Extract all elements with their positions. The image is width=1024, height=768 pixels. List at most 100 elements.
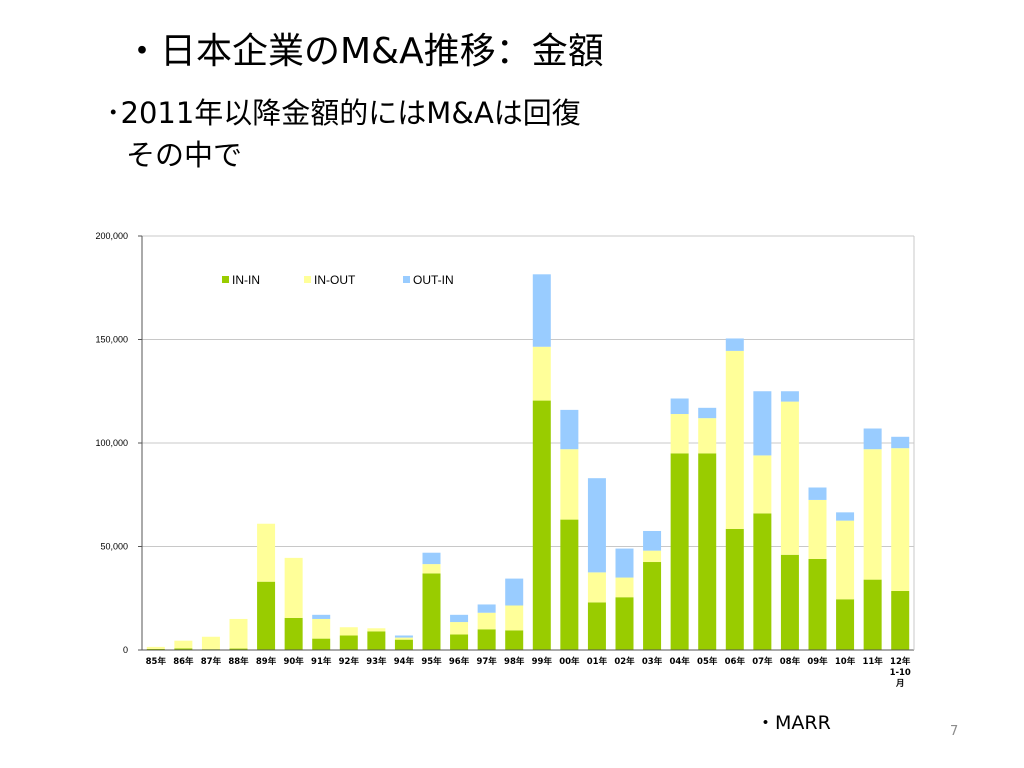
bullet-line-1: ･2011年以降金額的にはM&Aは回復: [106, 96, 581, 130]
bar-in-out: [257, 523, 276, 582]
bar-in-out: [891, 448, 910, 592]
x-tick-label: 90年: [283, 656, 304, 667]
x-tick-label: 02年: [614, 656, 635, 667]
bar-out-in: [698, 407, 717, 419]
bar-out-in: [312, 614, 331, 619]
x-tick-label: 88年: [228, 656, 249, 667]
x-tick-label: 05年: [697, 656, 718, 667]
x-tick-label: 87年: [201, 656, 222, 667]
bar-in-in: [284, 617, 303, 650]
x-tick-label: 91年: [311, 656, 332, 667]
bar-out-in: [808, 487, 827, 500]
bar-in-out: [725, 350, 744, 529]
x-tick-label: 06年: [725, 656, 746, 667]
bar-out-in: [532, 274, 551, 347]
legend: IN-IN IN-OUT OUT-IN: [222, 273, 454, 287]
bar-in-in: [560, 519, 579, 650]
bar-in-out: [422, 564, 441, 574]
legend-swatch: [304, 276, 311, 283]
slide-number: 7: [950, 724, 959, 739]
bar-in-in: [587, 602, 606, 650]
bar-in-in: [257, 581, 276, 650]
bar-in-out: [670, 414, 689, 454]
bar-out-in: [505, 578, 524, 606]
bar-out-in: [477, 604, 496, 613]
legend-swatch: [403, 276, 410, 283]
bar-in-in: [698, 453, 717, 650]
bar-in-out: [201, 636, 220, 650]
legend-label: IN-OUT: [314, 273, 356, 287]
bar-in-in: [146, 648, 165, 650]
bar-in-out: [836, 520, 855, 600]
bar-in-in: [891, 591, 910, 650]
bar-in-out: [312, 618, 331, 639]
x-tick-label: 04年: [669, 656, 690, 667]
legend-swatch: [222, 276, 229, 283]
source-note: ・MARR: [756, 712, 831, 734]
bar-in-out: [477, 612, 496, 630]
x-tick-label: 96年: [449, 656, 470, 667]
y-tick-label: 50,000: [100, 542, 128, 552]
bar-in-in: [780, 554, 799, 650]
bar-in-in: [339, 635, 358, 650]
x-tick-label: 09年: [807, 656, 828, 667]
bar-in-in: [367, 631, 386, 650]
bar-in-out: [339, 627, 358, 636]
bullet-line-2: その中で: [126, 138, 243, 172]
bar-in-in: [863, 579, 882, 650]
bar-out-in: [643, 530, 662, 551]
slide-title: ・日本企業のM&A推移：金額: [124, 31, 604, 72]
axes: [141, 236, 915, 651]
bar-out-in: [560, 409, 579, 450]
bar-in-in: [505, 630, 524, 650]
bar-in-in: [422, 573, 441, 650]
bar-in-out: [367, 628, 386, 632]
x-tick-label: 07年: [752, 656, 773, 667]
legend-label: IN-IN: [232, 273, 260, 287]
bar-in-in: [725, 528, 744, 650]
bar-out-in: [753, 391, 772, 456]
x-tick-label: 00年: [559, 656, 580, 667]
bar-in-out: [450, 622, 469, 635]
bar-in-in: [477, 629, 496, 650]
bar-in-out: [560, 449, 579, 520]
legend-label: OUT-IN: [413, 273, 454, 287]
bar-in-out: [284, 557, 303, 618]
x-tick-label: 03年: [642, 656, 663, 667]
bar-in-out: [587, 572, 606, 603]
y-tick-label: 0: [123, 645, 128, 655]
bar-in-in: [450, 634, 469, 650]
bar-in-out: [229, 618, 248, 649]
bar-out-in: [780, 391, 799, 402]
x-tick-label: 01年: [587, 656, 608, 667]
bar-out-in: [450, 614, 469, 623]
bar-out-in: [422, 552, 441, 565]
bar-out-in: [863, 428, 882, 450]
x-tick-label: 99年: [532, 656, 553, 667]
bar-in-out: [808, 499, 827, 559]
bar-in-out: [615, 577, 634, 598]
bar-out-in: [836, 512, 855, 521]
bar-out-in: [725, 338, 744, 351]
x-tick-label: 08年: [780, 656, 801, 667]
bar-in-out: [394, 637, 413, 640]
bar-in-out: [146, 646, 165, 649]
x-tick-label: 10年: [835, 656, 856, 667]
bar-in-in: [615, 597, 634, 650]
bar-in-in: [229, 648, 248, 650]
bar-in-in: [312, 638, 331, 650]
bar-out-in: [891, 436, 910, 449]
y-tick-label: 100,000: [95, 438, 128, 448]
bar-out-in: [670, 398, 689, 415]
bar-out-in: [615, 548, 634, 578]
bar-in-in: [394, 639, 413, 650]
y-tick-labels: 200,000 150,000 100,000 50,000 0: [95, 231, 128, 655]
bar-in-out: [505, 605, 524, 631]
bar-in-in: [753, 513, 772, 650]
bar-out-in: [587, 478, 606, 573]
bars: [146, 274, 910, 650]
x-tick-label: 97年: [476, 656, 497, 667]
x-tick-label: 85年: [146, 656, 167, 667]
bar-in-out: [174, 640, 193, 649]
bar-in-in: [174, 648, 193, 650]
